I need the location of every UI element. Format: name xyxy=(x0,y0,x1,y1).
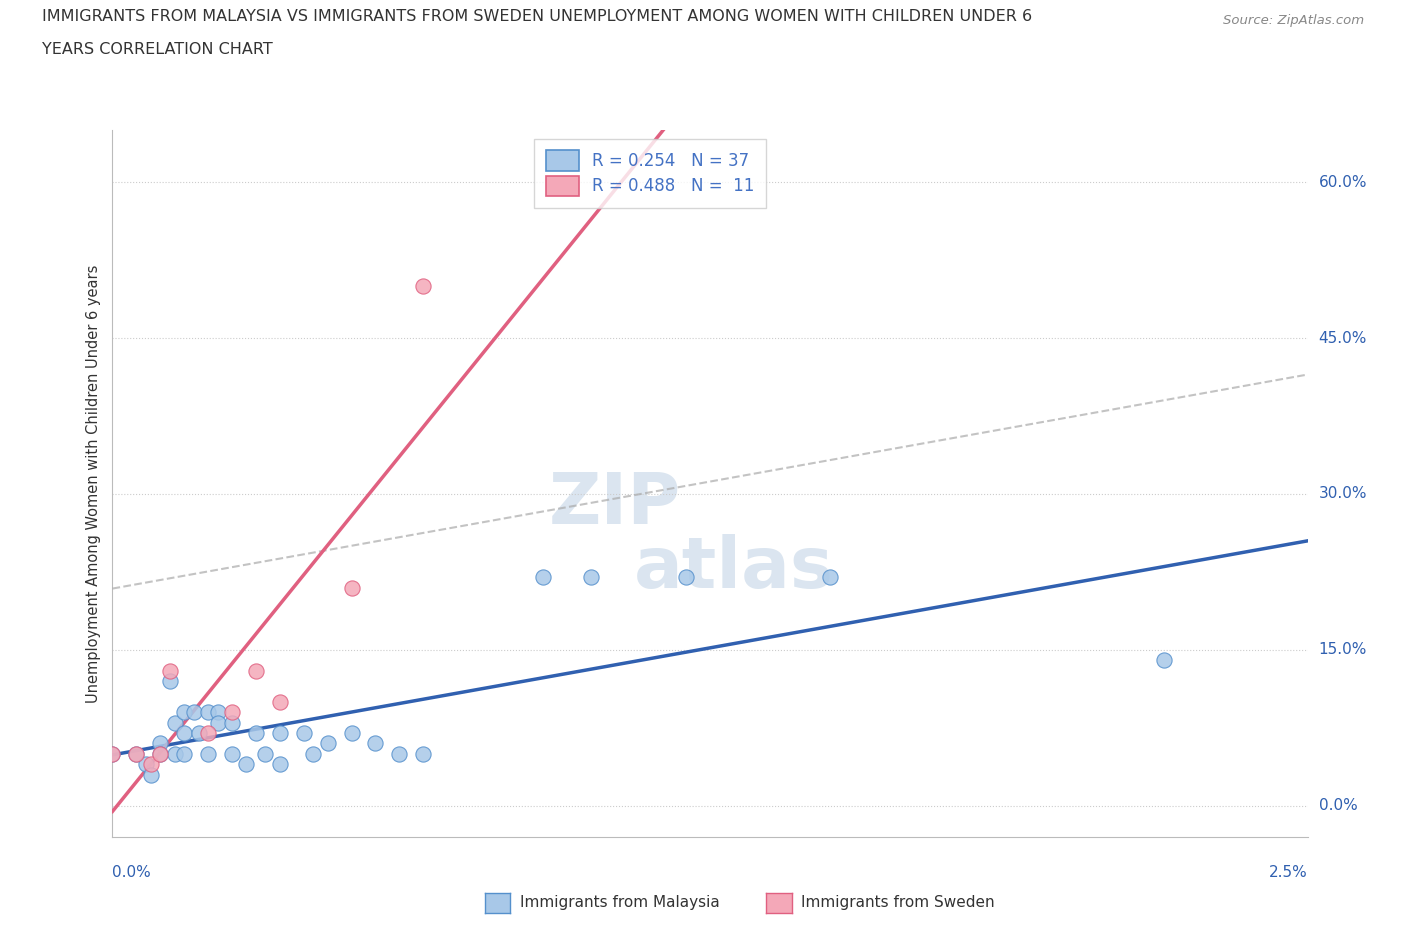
Text: atlas: atlas xyxy=(634,534,834,603)
Point xyxy=(135,757,157,772)
Point xyxy=(388,747,411,762)
Point xyxy=(302,747,325,762)
Point xyxy=(207,715,229,730)
Text: 30.0%: 30.0% xyxy=(1319,486,1367,501)
Point xyxy=(269,695,291,710)
Point xyxy=(245,725,267,740)
Point xyxy=(221,705,243,720)
Point xyxy=(412,279,434,294)
Point xyxy=(173,725,195,740)
Point xyxy=(292,725,315,740)
Text: YEARS CORRELATION CHART: YEARS CORRELATION CHART xyxy=(42,42,273,57)
Point xyxy=(163,715,186,730)
Point xyxy=(101,747,124,762)
Point xyxy=(125,747,148,762)
Point xyxy=(235,757,257,772)
Point xyxy=(183,705,205,720)
Point xyxy=(269,725,291,740)
Text: ZIP: ZIP xyxy=(548,471,681,539)
Point xyxy=(187,725,209,740)
Point xyxy=(254,747,277,762)
Point xyxy=(139,757,162,772)
Point xyxy=(340,725,363,740)
Point xyxy=(316,736,339,751)
Text: Immigrants from Malaysia: Immigrants from Malaysia xyxy=(520,895,720,910)
Legend: R = 0.254   N = 37, R = 0.488   N =  11: R = 0.254 N = 37, R = 0.488 N = 11 xyxy=(534,139,766,207)
Text: Immigrants from Sweden: Immigrants from Sweden xyxy=(801,895,995,910)
Point xyxy=(364,736,387,751)
Point xyxy=(207,705,229,720)
Y-axis label: Unemployment Among Women with Children Under 6 years: Unemployment Among Women with Children U… xyxy=(86,264,101,703)
Text: 0.0%: 0.0% xyxy=(1319,798,1357,814)
Text: IMMIGRANTS FROM MALAYSIA VS IMMIGRANTS FROM SWEDEN UNEMPLOYMENT AMONG WOMEN WITH: IMMIGRANTS FROM MALAYSIA VS IMMIGRANTS F… xyxy=(42,9,1032,24)
Point xyxy=(221,747,243,762)
Point xyxy=(412,747,434,762)
Point xyxy=(149,747,172,762)
Point xyxy=(579,570,602,585)
Point xyxy=(818,570,841,585)
Point xyxy=(340,580,363,595)
Point xyxy=(101,747,124,762)
Point xyxy=(159,673,181,688)
Text: 60.0%: 60.0% xyxy=(1319,175,1367,190)
Point xyxy=(159,663,181,678)
Point xyxy=(221,715,243,730)
Point xyxy=(531,570,554,585)
Point xyxy=(675,570,697,585)
Point xyxy=(197,747,219,762)
Point xyxy=(1153,653,1175,668)
Text: 15.0%: 15.0% xyxy=(1319,643,1367,658)
Point xyxy=(149,736,172,751)
Text: 2.5%: 2.5% xyxy=(1268,865,1308,880)
Point xyxy=(269,757,291,772)
Point xyxy=(163,747,186,762)
Point xyxy=(149,747,172,762)
Point xyxy=(125,747,148,762)
Point xyxy=(173,747,195,762)
Point xyxy=(139,767,162,782)
Text: 0.0%: 0.0% xyxy=(112,865,152,880)
Point xyxy=(197,705,219,720)
Text: Source: ZipAtlas.com: Source: ZipAtlas.com xyxy=(1223,14,1364,27)
Point xyxy=(173,705,195,720)
Text: 45.0%: 45.0% xyxy=(1319,330,1367,346)
Point xyxy=(197,725,219,740)
Point xyxy=(245,663,267,678)
